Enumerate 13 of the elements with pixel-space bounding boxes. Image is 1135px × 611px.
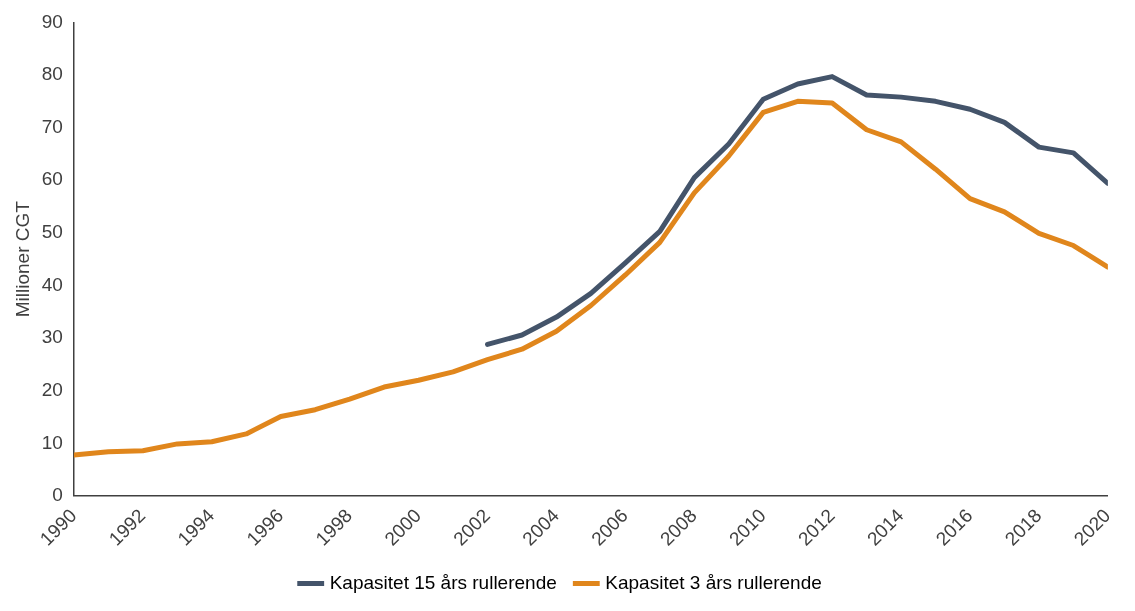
y-tick-label: 70 [41,115,63,137]
y-tick-label: 10 [41,431,63,453]
y-tick-label: 40 [41,273,63,295]
y-tick-label: 50 [41,221,63,243]
y-tick-label: 30 [41,326,63,348]
y-tick-label: 0 [52,484,63,506]
y-axis-title: Millioner CGT [11,200,33,318]
legend-label: Kapasitet 3 års rullerende [605,571,822,593]
y-tick-label: 80 [41,63,63,85]
legend-label: Kapasitet 15 års rullerende [329,571,557,593]
y-tick-label: 60 [41,168,63,190]
y-tick-label: 90 [41,10,63,32]
y-tick-label: 20 [41,378,63,400]
